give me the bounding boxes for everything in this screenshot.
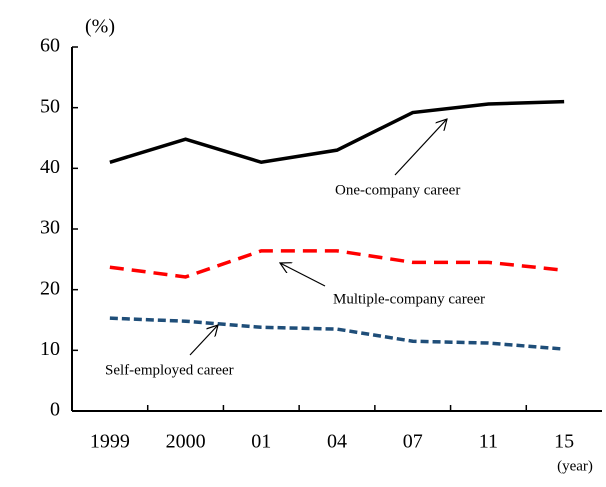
x-tick-label: 07 <box>403 431 423 453</box>
annotation-arrow <box>280 263 326 287</box>
annotation-arrow <box>189 325 218 356</box>
series-line <box>109 316 565 351</box>
x-tick-label: 04 <box>327 431 347 453</box>
annotation: Self-employed career <box>105 362 234 378</box>
x-tick-label: 2000 <box>166 431 206 453</box>
annotation-arrow <box>394 119 447 176</box>
y-tick-label: 0 <box>50 399 60 421</box>
y-tick-label: 30 <box>40 217 60 239</box>
x-tick-label: 01 <box>251 431 271 453</box>
y-tick-label: 40 <box>40 156 60 178</box>
y-tick-label: 10 <box>40 338 60 360</box>
annotation: One-company career <box>335 182 460 198</box>
y-unit-label: (%) <box>85 16 115 38</box>
x-tick-label: 15 <box>554 431 574 453</box>
annotation: Multiple-company career <box>333 291 485 307</box>
series-line <box>109 99 565 165</box>
series-line <box>109 249 565 279</box>
x-unit-label: (year) <box>557 458 593 474</box>
x-tick-label: 11 <box>479 431 498 453</box>
y-tick-label: 50 <box>40 95 60 117</box>
x-tick-label: 1999 <box>90 431 130 453</box>
y-tick-label: 60 <box>40 35 60 57</box>
y-tick-label: 20 <box>40 277 60 299</box>
